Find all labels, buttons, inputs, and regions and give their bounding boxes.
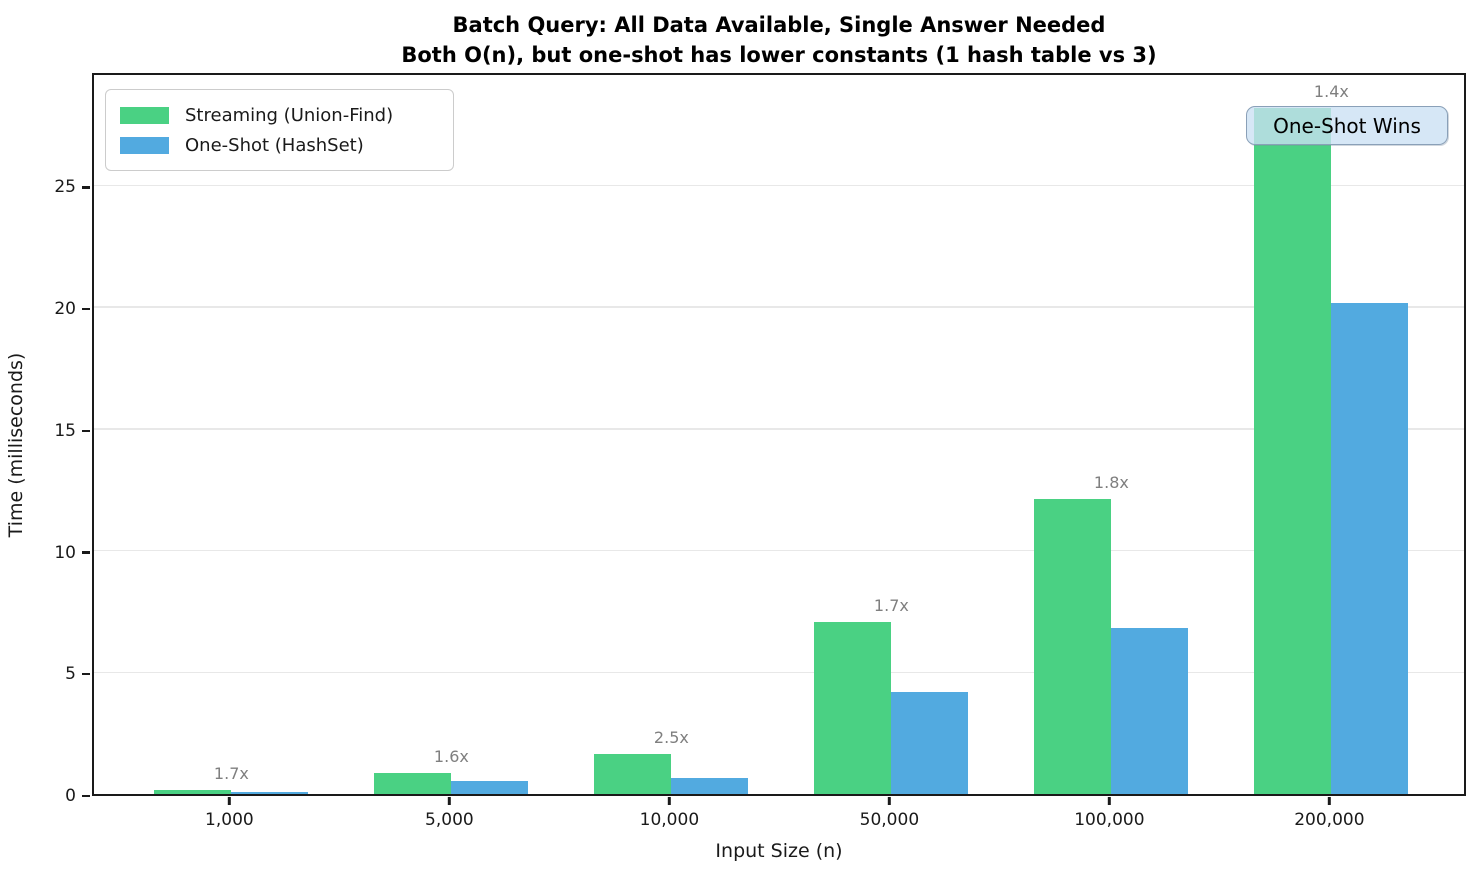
y-tick-label-5: 5 — [65, 664, 76, 685]
ratio-label-100000: 1.8x — [1093, 473, 1129, 493]
oneshot-bar-10000 — [671, 777, 749, 794]
gridline-y25 — [94, 184, 1464, 187]
y-tick-mark-0 — [82, 794, 90, 798]
oneshot-bar-5000 — [451, 781, 529, 794]
y-tick-label-20: 20 — [54, 299, 76, 320]
oneshot-bar-1000 — [231, 791, 309, 794]
x-tick-label-50000: 50,000 — [859, 810, 920, 830]
oneshot-bar-50000 — [891, 691, 969, 794]
oneshot-swatch-icon — [120, 136, 169, 154]
legend-item-streaming: Streaming (Union-Find) — [120, 100, 439, 130]
one-shot-wins-text: One-Shot Wins — [1273, 113, 1421, 138]
legend: Streaming (Union-Find) One-Shot (HashSet… — [105, 89, 454, 171]
x-axis-label: Input Size (n) — [715, 840, 843, 862]
streaming-bar-100000 — [1034, 499, 1112, 794]
chart-title: Batch Query: All Data Available, Single … — [452, 13, 1106, 37]
streaming-bar-5000 — [374, 773, 452, 794]
gridline-y20 — [94, 306, 1464, 308]
y-tick-label-25: 25 — [54, 177, 76, 198]
x-tick-mark-1000 — [228, 797, 231, 805]
streaming-bar-10000 — [594, 753, 672, 794]
ratio-label-1000: 1.7x — [213, 764, 249, 784]
y-tick-mark-25 — [82, 186, 90, 189]
y-tick-mark-5 — [82, 673, 90, 676]
y-tick-label-15: 15 — [54, 420, 76, 441]
y-tick-mark-15 — [82, 429, 90, 433]
x-tick-mark-100000 — [1108, 797, 1111, 805]
legend-label-oneshot: One-Shot (HashSet) — [185, 134, 364, 156]
x-tick-mark-50000 — [888, 797, 891, 805]
oneshot-bar-100000 — [1111, 628, 1189, 794]
ratio-label-5000: 1.6x — [433, 747, 469, 767]
chart-subtitle: Both O(n), but one-shot has lower consta… — [401, 43, 1157, 67]
one-shot-wins-annotation: One-Shot Wins — [1246, 106, 1448, 145]
legend-label-streaming: Streaming (Union-Find) — [185, 104, 394, 126]
oneshot-bar-200000 — [1331, 303, 1409, 794]
x-tick-label-5000: 5,000 — [425, 810, 474, 830]
chart-title-block: Batch Query: All Data Available, Single … — [92, 10, 1466, 70]
streaming-bar-50000 — [814, 622, 892, 794]
gridline-y15 — [94, 428, 1464, 430]
plot-area: Streaming (Union-Find) One-Shot (HashSet… — [92, 73, 1466, 796]
x-tick-mark-200000 — [1328, 797, 1331, 805]
ratio-label-50000: 1.7x — [873, 596, 909, 616]
legend-item-oneshot: One-Shot (HashSet) — [120, 130, 439, 160]
y-axis-label-text: Time (milliseconds) — [5, 352, 27, 538]
y-tick-label-10: 10 — [54, 542, 76, 563]
gridline-y5 — [94, 671, 1464, 674]
streaming-swatch-icon — [120, 106, 169, 124]
gridline-y10 — [94, 549, 1464, 552]
x-tick-label-100000: 100,000 — [1074, 810, 1145, 830]
x-tick-label-10000: 10,000 — [639, 810, 700, 830]
y-tick-label-0: 0 — [65, 786, 76, 806]
streaming-bar-200000 — [1254, 107, 1332, 794]
y-tick-mark-10 — [82, 551, 90, 554]
x-tick-label-200000: 200,000 — [1294, 810, 1365, 830]
ratio-label-200000: 1.4x — [1313, 81, 1349, 101]
x-tick-mark-10000 — [668, 797, 671, 805]
y-tick-mark-20 — [82, 307, 90, 311]
ratio-label-10000: 2.5x — [653, 727, 689, 747]
streaming-bar-1000 — [154, 790, 232, 794]
x-tick-label-1000: 1,000 — [205, 810, 254, 830]
y-axis-label: Time (milliseconds) — [5, 260, 27, 538]
x-tick-mark-5000 — [448, 797, 451, 805]
